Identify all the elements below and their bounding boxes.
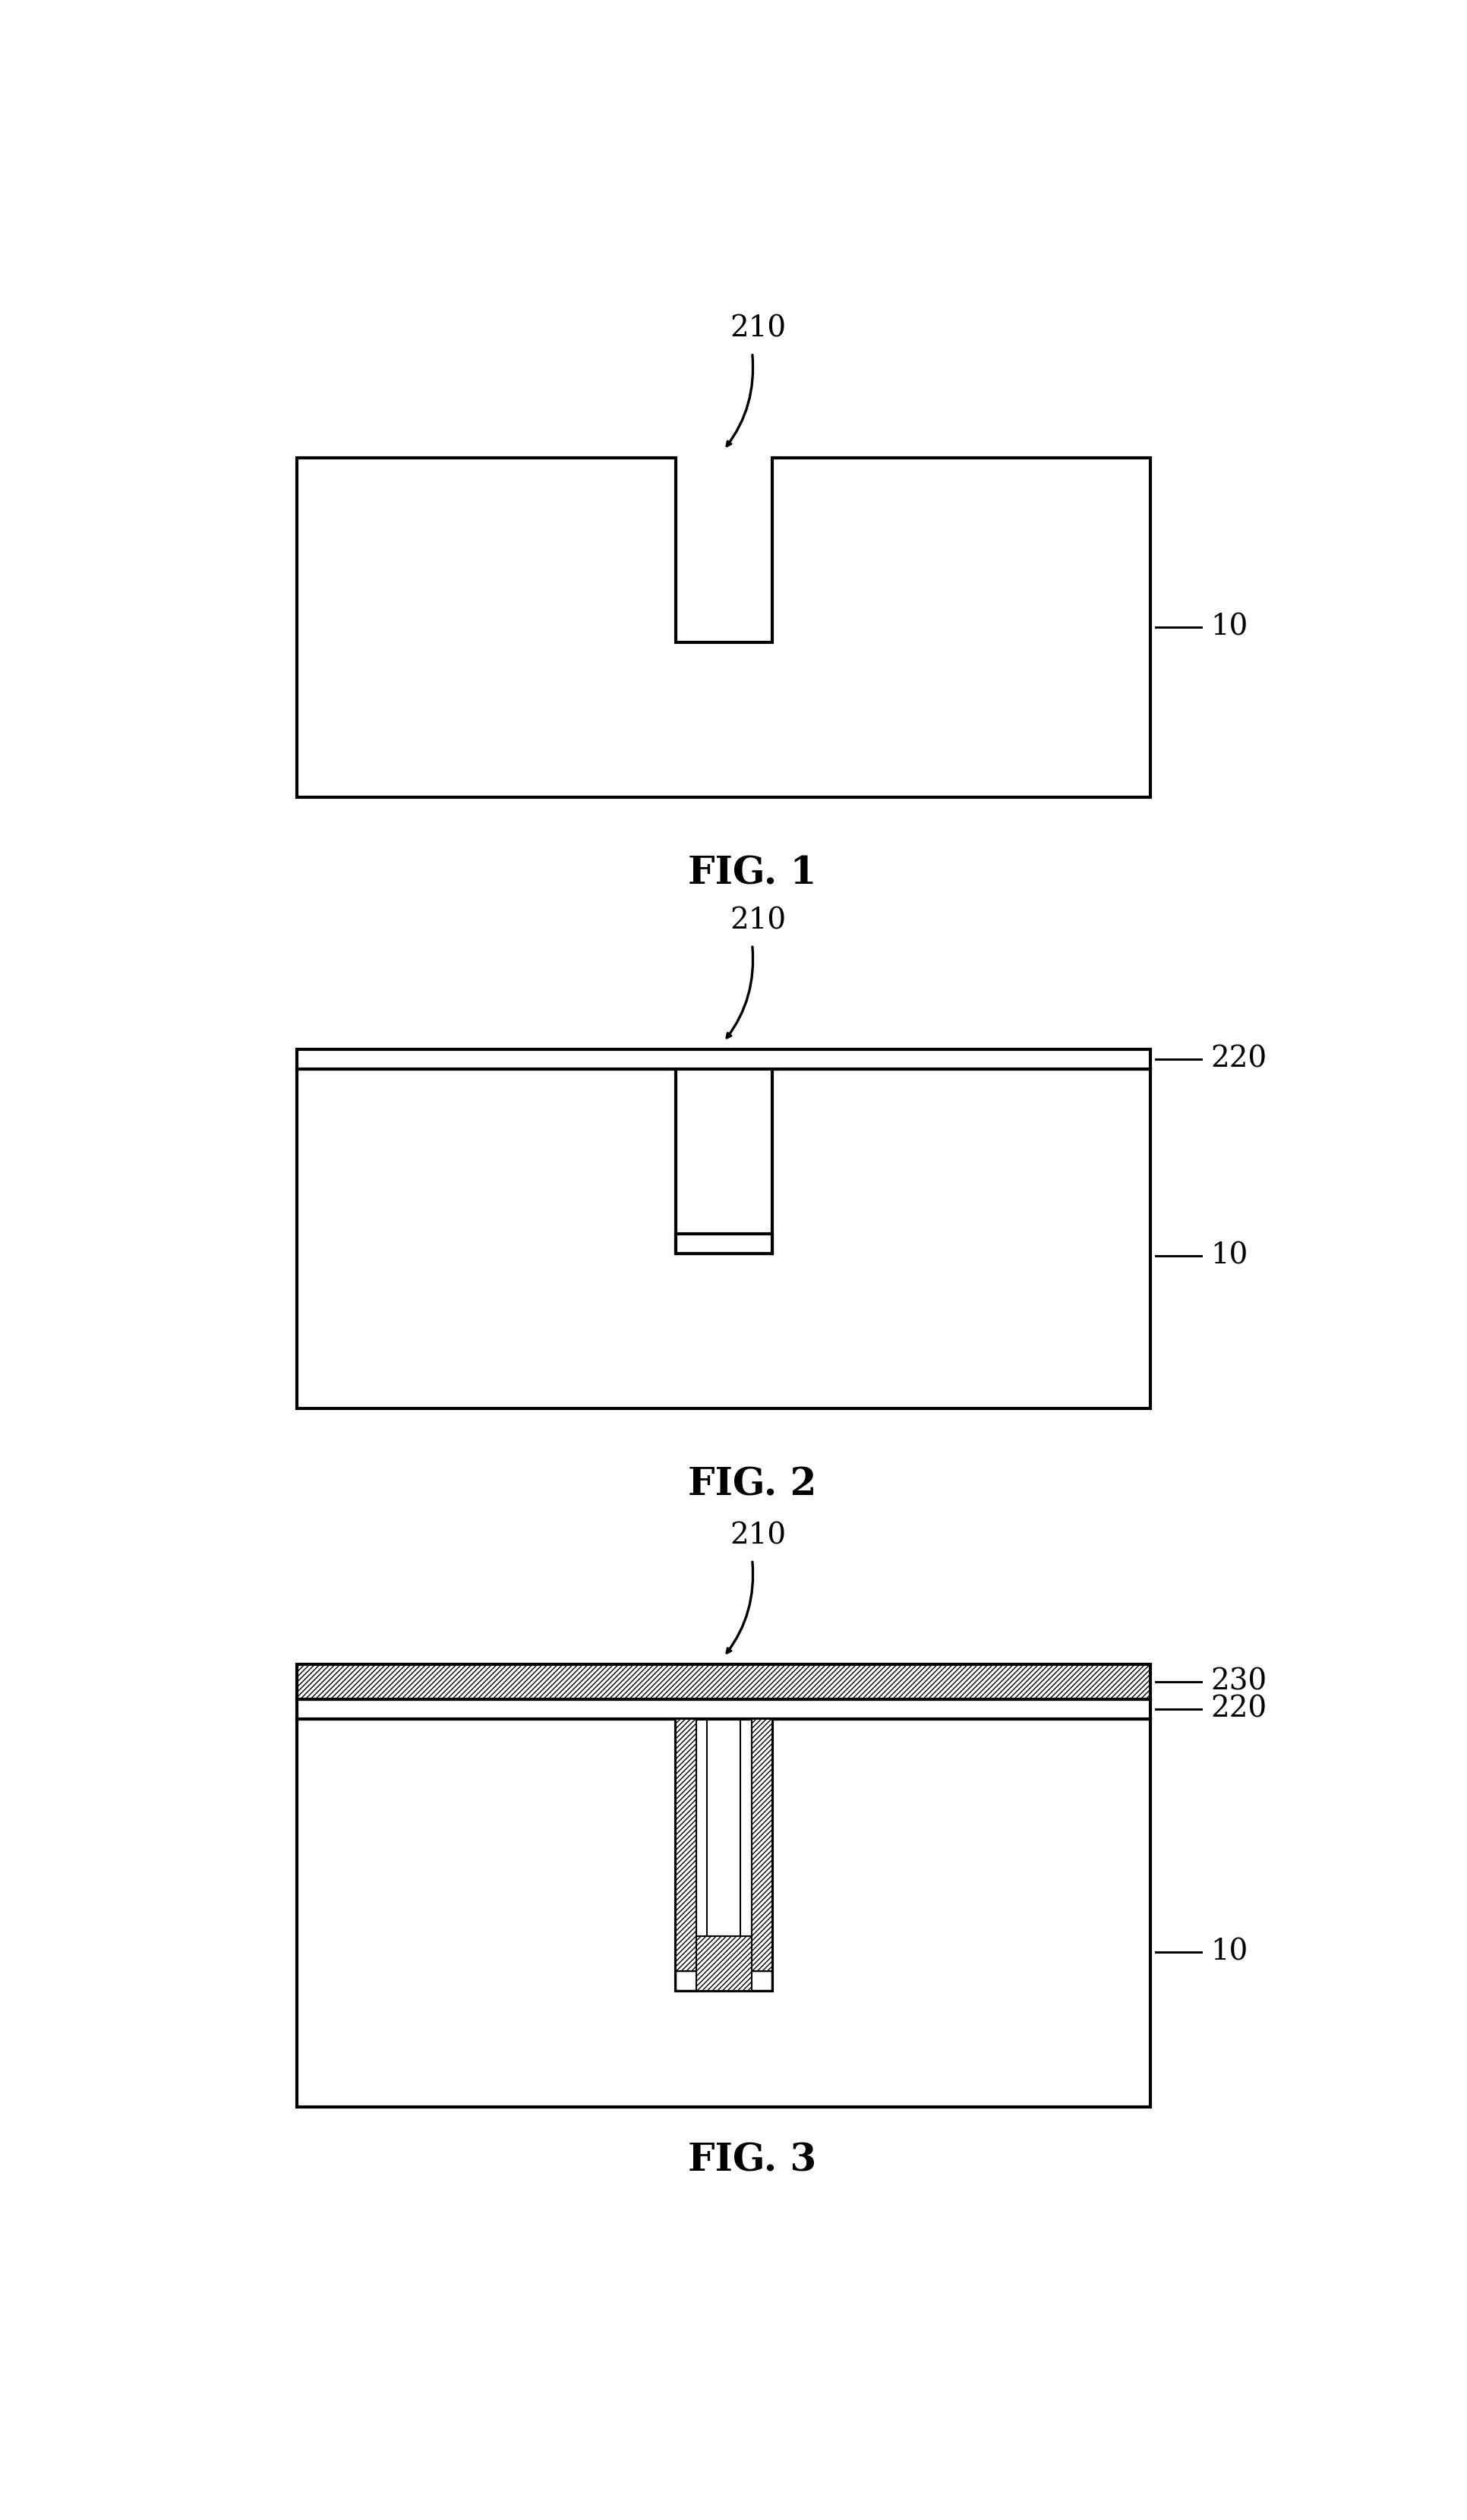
Text: FIG. 2: FIG. 2 — [688, 1467, 816, 1504]
Bar — [751, 1719, 772, 1971]
Bar — [675, 1855, 687, 1991]
Text: 220: 220 — [1210, 1046, 1266, 1074]
Bar — [296, 1048, 1150, 1068]
Bar — [675, 1971, 772, 1991]
Text: 220: 220 — [1210, 1696, 1266, 1724]
Polygon shape — [296, 459, 1150, 796]
Text: 230: 230 — [1210, 1668, 1266, 1696]
Text: 210: 210 — [729, 1522, 786, 1550]
Text: 10: 10 — [1210, 1242, 1247, 1270]
Text: 210: 210 — [729, 907, 786, 935]
Bar — [760, 1855, 772, 1991]
Bar — [675, 1235, 772, 1252]
Bar — [296, 1666, 1150, 1698]
Text: 10: 10 — [1210, 612, 1247, 643]
Text: 210: 210 — [729, 315, 786, 343]
Bar — [675, 1719, 695, 1971]
Bar — [695, 1935, 751, 1991]
Polygon shape — [296, 1719, 1150, 2107]
Polygon shape — [296, 1068, 1150, 1409]
Text: 10: 10 — [1210, 1938, 1247, 1966]
Bar — [296, 1698, 1150, 1719]
Text: FIG. 3: FIG. 3 — [688, 2142, 816, 2180]
Text: FIG. 1: FIG. 1 — [688, 854, 816, 892]
